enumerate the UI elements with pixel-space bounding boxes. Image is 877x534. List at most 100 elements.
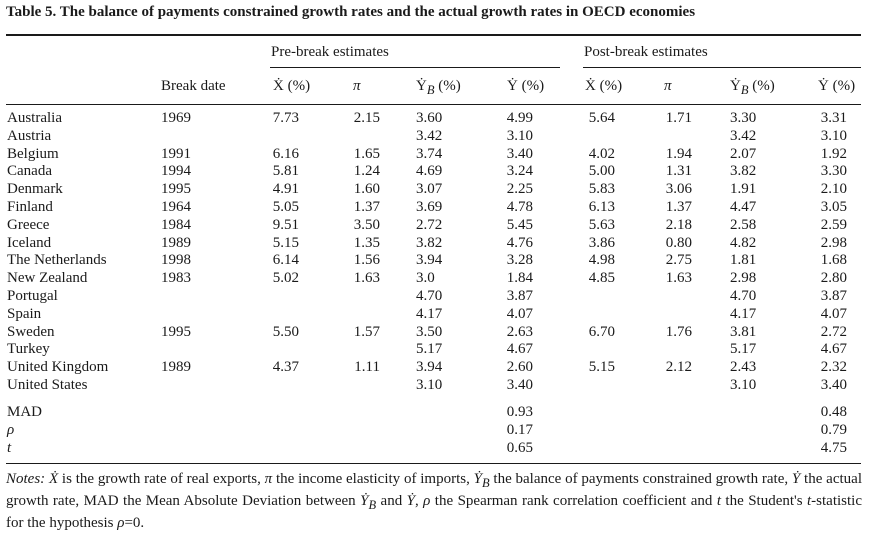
cell-post-yb: 2.43: [730, 359, 757, 375]
cell-post-yb: 1.81: [730, 252, 757, 268]
stat-label: t: [7, 440, 12, 456]
cell-pre-yb: 3.60: [416, 110, 443, 126]
cell-post-yb: 1.91: [730, 181, 757, 197]
cell-post-x: 5.63: [588, 217, 615, 233]
row-country-label: Greece: [7, 217, 50, 233]
notes-symbol-y: Ẏ: [791, 471, 801, 487]
cell-break: 1989: [161, 235, 191, 251]
cell-post-pi: 2.18: [665, 217, 692, 233]
notes-symbol-pi: π: [264, 471, 273, 487]
stat-post-actual-growth: 0.79: [820, 422, 847, 438]
cell-pre-pi: 1.57: [353, 324, 380, 340]
cell-pre-x: 4.91: [272, 181, 299, 197]
cell-pre-yb: 3.94: [416, 252, 443, 268]
cell-post-yb: 4.70: [730, 288, 757, 304]
cell-post-x: 6.13: [588, 199, 615, 215]
cell-pre-yb: 4.17: [416, 306, 443, 322]
cell-pre-x: 5.81: [272, 163, 299, 179]
cell-pre-pi: 1.65: [353, 146, 380, 162]
table-title: Table 5. The balance of payments constra…: [6, 4, 696, 20]
cell-post-x: 6.70: [588, 324, 615, 340]
cell-post-x: 4.98: [588, 252, 615, 268]
cell-pre-y: 4.99: [506, 110, 533, 126]
cell-break: 1969: [161, 110, 191, 126]
cell-pre-y: 3.40: [506, 377, 533, 393]
cell-pre-pi: 1.60: [353, 181, 380, 197]
row-country-label: New Zealand: [7, 270, 88, 286]
cell-break: 1984: [161, 217, 191, 233]
pre-break-group-heading: Pre-break estimates: [271, 44, 389, 60]
header-post-export-growth: Ẋ (%): [585, 78, 623, 94]
cell-pre-y: 2.63: [506, 324, 533, 340]
cell-pre-pi: 1.11: [354, 359, 380, 375]
row-country-label: Sweden: [7, 324, 55, 340]
cell-break: 1991: [161, 146, 191, 162]
cell-break: 1989: [161, 359, 191, 375]
cell-post-y: 3.31: [820, 110, 847, 126]
row-country-label: The Netherlands: [7, 252, 107, 268]
cell-post-yb: 4.82: [730, 235, 757, 251]
cell-post-y: 2.98: [820, 235, 847, 251]
notes-symbol-yb: ẎB: [473, 471, 490, 490]
cell-pre-yb: 4.69: [416, 163, 443, 179]
cell-pre-pi: 1.37: [353, 199, 380, 215]
cell-post-pi: 3.06: [665, 181, 692, 197]
row-country-label: Australia: [7, 110, 62, 126]
header-post-actual-growth: Ẏ (%): [818, 78, 856, 94]
cell-pre-yb: 3.82: [416, 235, 443, 251]
cell-pre-y: 4.07: [506, 306, 533, 322]
cell-pre-x: 5.02: [272, 270, 299, 286]
row-country-label: Austria: [7, 128, 52, 144]
row-country-label: Denmark: [7, 181, 63, 197]
stat-pre-actual-growth: 0.65: [506, 440, 533, 456]
stat-post-actual-growth: 0.48: [820, 404, 847, 420]
cell-pre-y: 3.24: [506, 163, 533, 179]
stat-pre-actual-growth: 0.17: [506, 422, 533, 438]
cell-post-y: 2.10: [820, 181, 847, 197]
cell-post-yb: 2.98: [730, 270, 757, 286]
cell-post-y: 3.30: [820, 163, 847, 179]
cell-pre-x: 9.51: [272, 217, 299, 233]
header-post-bop-growth: ẎB (%): [730, 78, 775, 97]
cell-pre-yb: 2.72: [416, 217, 443, 233]
cell-pre-y: 3.87: [506, 288, 533, 304]
cell-post-yb: 5.17: [730, 341, 757, 357]
cell-post-y: 2.59: [820, 217, 847, 233]
cell-break: 1983: [161, 270, 191, 286]
notes-label: Notes:: [6, 471, 46, 487]
stat-label: MAD: [7, 404, 43, 420]
cell-pre-y: 3.40: [506, 146, 533, 162]
cell-pre-pi: 1.24: [353, 163, 380, 179]
cell-post-y: 2.32: [820, 359, 847, 375]
cell-pre-x: 7.73: [272, 110, 299, 126]
cell-pre-pi: 3.50: [353, 217, 380, 233]
cell-break: 1995: [161, 324, 191, 340]
cell-pre-y: 4.67: [506, 341, 533, 357]
row-country-label: United Kingdom: [7, 359, 109, 375]
header-pre-actual-growth: Ẏ (%): [507, 78, 545, 94]
stat-post-actual-growth: 4.75: [820, 440, 847, 456]
cell-pre-yb: 3.69: [416, 199, 443, 215]
cell-pre-y: 4.78: [506, 199, 533, 215]
cell-post-x: 5.64: [588, 110, 615, 126]
stat-pre-actual-growth: 0.93: [506, 404, 533, 420]
row-country-label: United States: [7, 377, 88, 393]
cell-pre-pi: 2.15: [353, 110, 380, 126]
cell-post-yb: 3.10: [730, 377, 757, 393]
header-pre-export-growth: Ẋ (%): [273, 78, 311, 94]
pre-break-underline: [270, 67, 560, 68]
row-country-label: Belgium: [7, 146, 59, 162]
cell-post-y: 3.05: [820, 199, 847, 215]
cell-post-y: 4.07: [820, 306, 847, 322]
cell-pre-x: 5.50: [272, 324, 299, 340]
row-country-label: Finland: [7, 199, 53, 215]
bottom-rule: [6, 463, 861, 464]
cell-pre-yb: 3.0: [416, 270, 435, 286]
cell-post-y: 2.80: [820, 270, 847, 286]
cell-post-pi: 1.94: [665, 146, 692, 162]
cell-break: 1964: [161, 199, 191, 215]
cell-post-yb: 3.82: [730, 163, 757, 179]
cell-pre-y: 3.28: [506, 252, 533, 268]
row-country-label: Canada: [7, 163, 52, 179]
cell-pre-y: 3.10: [506, 128, 533, 144]
